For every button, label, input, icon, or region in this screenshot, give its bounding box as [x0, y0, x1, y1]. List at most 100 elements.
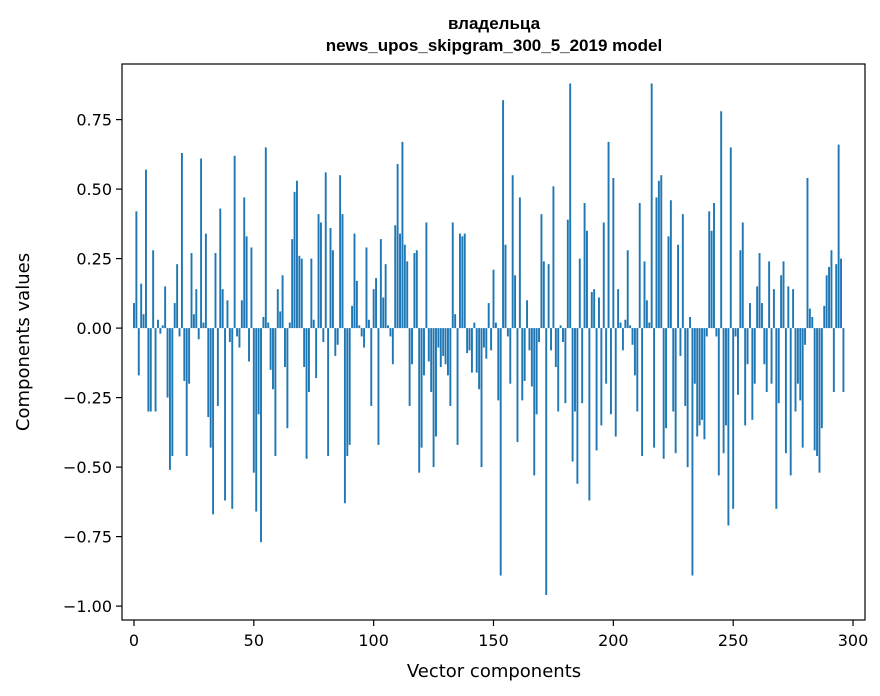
y-tick-label: −0.25 [63, 389, 112, 408]
bar-17 [173, 303, 176, 329]
bar-107 [389, 328, 392, 337]
bar-108 [391, 328, 394, 365]
bar-264 [765, 328, 768, 393]
bar-151 [494, 322, 497, 329]
bar-56 [267, 322, 270, 329]
bar-89 [346, 328, 349, 456]
bar-33 [212, 328, 215, 515]
bar-45 [240, 300, 243, 329]
bar-294 [837, 144, 840, 329]
bar-42 [233, 155, 236, 329]
bar-10 [156, 319, 159, 329]
bar-60 [276, 289, 279, 329]
bar-203 [619, 322, 622, 329]
bar-100 [372, 289, 375, 329]
bar-113 [403, 244, 406, 329]
bar-118 [415, 250, 418, 329]
bar-217 [653, 328, 656, 448]
bar-71 [303, 328, 306, 368]
x-tick-label: 300 [838, 631, 869, 650]
bar-197 [605, 328, 608, 384]
bar-32 [209, 328, 212, 448]
bar-134 [454, 314, 457, 329]
bar-73 [307, 328, 310, 393]
bar-254 [741, 222, 744, 329]
bar-160 [516, 328, 519, 443]
bar-277 [796, 328, 799, 384]
bar-65 [288, 322, 291, 329]
bar-147 [485, 328, 488, 359]
bar-48 [248, 328, 250, 362]
bar-129 [442, 328, 445, 356]
bar-1 [135, 211, 138, 329]
bar-287 [820, 328, 823, 429]
bar-96 [363, 328, 366, 348]
bar-159 [514, 275, 517, 329]
bar-170 [540, 214, 543, 329]
bar-19 [178, 328, 181, 337]
y-axis-label: Components values [13, 253, 34, 431]
bar-166 [530, 328, 533, 387]
bars-group [133, 83, 852, 595]
bar-207 [629, 325, 632, 329]
bar-66 [291, 239, 294, 329]
bar-111 [399, 233, 401, 329]
bar-252 [737, 328, 739, 395]
bar-165 [528, 328, 531, 351]
bar-276 [794, 328, 797, 412]
bar-283 [811, 316, 814, 329]
bar-120 [420, 328, 423, 448]
bar-103 [379, 239, 382, 329]
bar-261 [758, 253, 761, 329]
bar-273 [787, 286, 790, 329]
bar-4 [142, 314, 145, 329]
bar-204 [621, 328, 624, 351]
bar-36 [219, 208, 222, 329]
bar-126 [435, 328, 437, 437]
bar-177 [557, 328, 560, 412]
bar-153 [499, 328, 502, 576]
bar-94 [358, 325, 361, 329]
bar-112 [401, 141, 404, 329]
bar-82 [329, 228, 332, 329]
bar-242 [713, 203, 715, 329]
bar-286 [818, 328, 821, 473]
bar-141 [470, 328, 473, 373]
bar-224 [669, 200, 672, 329]
bar-39 [226, 300, 229, 329]
bar-239 [705, 328, 708, 337]
bar-148 [487, 303, 490, 329]
bar-193 [595, 328, 598, 451]
bar-296 [842, 328, 845, 393]
bar-2 [137, 328, 140, 376]
bar-168 [535, 328, 538, 415]
bar-229 [681, 214, 684, 329]
bar-77 [317, 214, 320, 329]
bar-184 [574, 328, 576, 412]
chart-subtitle: news_upos_skipgram_300_5_2019 model [326, 36, 662, 55]
bar-222 [665, 328, 668, 429]
plot-frame [121, 63, 866, 621]
bar-139 [466, 328, 469, 354]
bar-86 [339, 175, 342, 329]
bar-47 [245, 236, 248, 329]
x-tick-label: 50 [244, 631, 264, 650]
bar-90 [348, 328, 351, 445]
bar-105 [384, 264, 387, 329]
x-axis-label: Vector components [407, 661, 581, 682]
bar-210 [636, 328, 639, 412]
bar-258 [751, 328, 754, 420]
bar-282 [808, 308, 811, 329]
bar-102 [377, 328, 380, 445]
bar-78 [319, 222, 322, 329]
bar-187 [581, 328, 584, 404]
bar-40 [228, 328, 231, 342]
bar-284 [813, 328, 816, 451]
bar-122 [425, 222, 428, 329]
bar-70 [300, 258, 303, 329]
bar-155 [504, 244, 507, 329]
bar-215 [648, 322, 651, 329]
bar-269 [777, 328, 780, 404]
bar-106 [387, 325, 390, 329]
